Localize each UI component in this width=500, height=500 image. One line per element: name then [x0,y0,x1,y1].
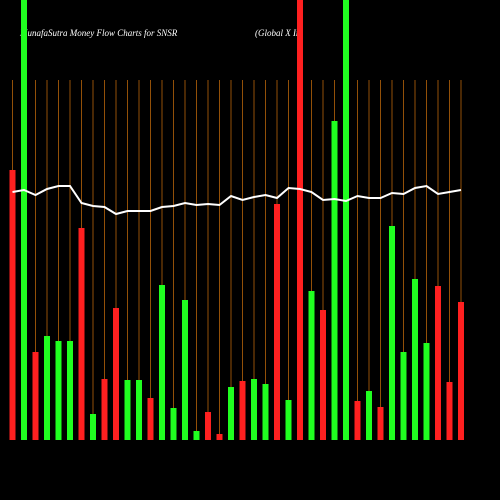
bar [251,379,257,440]
bar [182,300,188,440]
bar [78,228,85,440]
bar [147,398,154,440]
bar [44,336,50,440]
bar [354,401,361,440]
bar [377,407,384,440]
bar [458,302,464,440]
bar [101,379,108,440]
bar [9,170,16,440]
bar [423,343,430,440]
bar [136,380,142,440]
bar [170,408,177,440]
bar [193,431,200,440]
bar [124,380,131,440]
bar [412,279,418,440]
bar [274,204,280,440]
bar [67,341,73,440]
bar [331,121,338,440]
bar [239,381,246,440]
bar [400,352,407,440]
bar [297,0,303,440]
bar [320,310,326,440]
bar [90,414,96,440]
chart-subtitle: (Global X In [255,28,301,38]
bar [32,352,39,440]
bar [113,308,119,440]
bar [389,226,395,440]
bar [435,286,441,440]
bar [216,434,223,440]
bar [308,291,315,440]
money-flow-line [12,184,462,216]
bar [228,387,234,440]
bar [21,0,27,440]
bar [343,0,349,440]
bar [262,384,269,440]
bar [446,382,453,440]
bar [285,400,292,440]
bar [159,285,165,440]
bar [205,412,211,440]
bar [366,391,372,440]
chart-title: MunafaSutra Money Flow Charts for SNSR [19,28,178,38]
bar [55,341,62,440]
